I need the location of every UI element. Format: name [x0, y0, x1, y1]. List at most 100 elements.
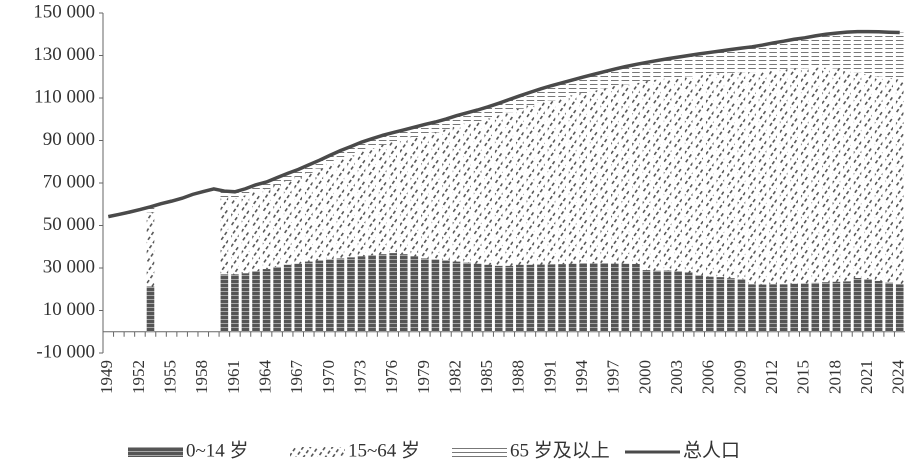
bar-segment [252, 184, 260, 192]
bar-segment [853, 277, 862, 332]
bar-segment [779, 41, 788, 70]
x-tick-label: 2021 [857, 360, 876, 394]
x-tick-label: 1955 [160, 360, 179, 394]
bar-segment [231, 274, 239, 332]
bar-segment [442, 119, 450, 130]
bar-segment [695, 275, 704, 332]
x-tick-label: 1967 [287, 360, 306, 395]
x-tick-label: 2009 [730, 360, 749, 394]
x-tick-label: 1949 [97, 360, 116, 394]
bar-segment [843, 281, 851, 332]
bar-segment [758, 71, 767, 285]
x-tick-label: 1988 [509, 360, 528, 394]
bar-segment [283, 180, 292, 265]
x-tick-label: 1985 [477, 360, 496, 394]
bar-segment [526, 92, 535, 106]
y-tick-label: 150 000 [33, 1, 95, 22]
bar-segment [452, 115, 461, 127]
bar-segment [853, 31, 862, 73]
bar-segment [262, 181, 271, 190]
bar-segment [315, 168, 324, 261]
bar-segment [357, 151, 366, 257]
bar-segment [737, 72, 746, 280]
bar-segment [368, 138, 376, 149]
bar-segment [843, 32, 851, 70]
bar-segment [600, 71, 609, 89]
bar-segment [568, 79, 577, 96]
bar-segment [621, 84, 630, 264]
bar-segment [737, 279, 746, 332]
bar-segment [347, 257, 355, 332]
bar-segment [716, 50, 725, 74]
bar-segment [695, 75, 704, 276]
x-tick-label: 1964 [255, 360, 274, 395]
bar-segment [463, 262, 471, 332]
bar-segment [579, 93, 587, 264]
x-tick-label: 2006 [699, 360, 718, 394]
bar-segment [568, 95, 577, 264]
bar-segment [758, 284, 767, 332]
bar-segment [252, 271, 260, 332]
bar-segment [368, 255, 376, 332]
bar-segment [273, 266, 281, 332]
bar-segment [843, 69, 851, 282]
legend-swatch [452, 447, 507, 457]
x-tick-label: 1970 [319, 360, 338, 394]
y-tick-label: 10 000 [43, 299, 95, 320]
bar-segment [357, 256, 366, 332]
y-tick-label: 110 000 [34, 86, 95, 107]
x-tick-label: 1979 [414, 360, 433, 394]
x-tick-label: 2012 [762, 360, 781, 394]
bar-segment [315, 160, 324, 169]
bar-segment [336, 258, 345, 332]
bar-segment [537, 264, 545, 332]
bar-segment [642, 81, 651, 271]
x-tick-label: 1976 [382, 360, 401, 394]
bar-segment [611, 263, 619, 332]
bar-segment [494, 265, 503, 332]
bar-segment [368, 148, 376, 256]
bar-segment [632, 263, 640, 332]
bar-segment [378, 144, 387, 255]
bar-segment [832, 33, 841, 69]
bar-segment [473, 109, 482, 122]
bar-segment [705, 74, 714, 277]
bar-segment [811, 67, 820, 283]
x-tick-label: 2018 [825, 360, 844, 394]
bar-segment [421, 134, 429, 259]
bar-segment [716, 73, 725, 278]
bar-segment [326, 259, 334, 332]
bar-segment [146, 286, 155, 332]
bar-segment [621, 66, 630, 85]
bar-segment [431, 122, 440, 133]
bar-segment [895, 284, 904, 332]
bar-segment [484, 264, 492, 332]
bar-segment [769, 42, 777, 70]
bar-segment [304, 261, 313, 332]
bar-segment [779, 284, 788, 332]
bar-segment [442, 129, 450, 261]
bar-segment [516, 264, 524, 332]
bar-segment [800, 283, 809, 332]
bar-segment [304, 164, 313, 173]
bar-segment [748, 46, 756, 73]
bar-segment [790, 283, 798, 332]
x-tick-label: 2003 [667, 360, 686, 394]
x-tick-label: 1982 [445, 360, 464, 394]
x-tick-label: 1997 [604, 360, 623, 395]
bar-segment [727, 49, 735, 73]
bar-segment [674, 271, 682, 332]
y-tick-label: 130 000 [33, 44, 95, 65]
bar-segment [748, 72, 756, 285]
y-tick-label: -10 000 [36, 341, 95, 362]
bar-segment [421, 258, 429, 332]
bar-segment [294, 263, 303, 332]
legend-label: 0~14 岁 [186, 439, 249, 461]
bar-segment [336, 150, 345, 160]
bar-segment [568, 263, 577, 332]
bar-segment [473, 263, 482, 332]
y-tick-label: 50 000 [43, 214, 95, 235]
bar-segment [642, 270, 651, 332]
bar-segment [663, 78, 672, 271]
